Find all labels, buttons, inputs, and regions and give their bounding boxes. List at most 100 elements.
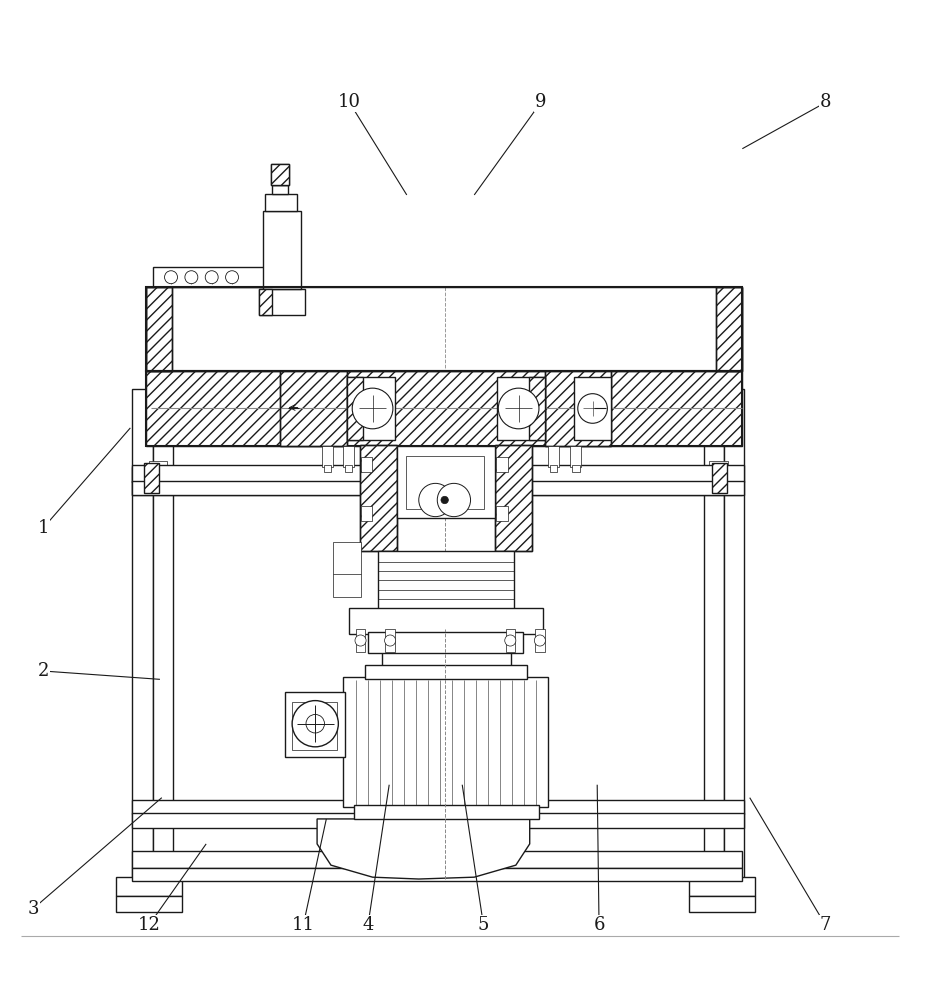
- Text: 5: 5: [478, 916, 489, 934]
- Bar: [115, 877, 182, 896]
- Bar: [689, 896, 755, 912]
- Circle shape: [535, 635, 545, 646]
- Text: 9: 9: [535, 93, 547, 111]
- Bar: [711, 463, 726, 493]
- Bar: [349, 608, 542, 634]
- Bar: [149, 461, 167, 494]
- Bar: [724, 389, 744, 879]
- Circle shape: [505, 635, 516, 646]
- Bar: [497, 457, 508, 472]
- Bar: [132, 481, 742, 495]
- Bar: [285, 692, 345, 757]
- Bar: [146, 287, 172, 371]
- Circle shape: [165, 271, 178, 284]
- Bar: [506, 629, 515, 652]
- Bar: [333, 542, 361, 597]
- Bar: [570, 446, 581, 467]
- Bar: [115, 896, 182, 912]
- Text: 11: 11: [292, 916, 314, 934]
- Bar: [265, 194, 297, 211]
- Bar: [529, 377, 545, 440]
- Bar: [396, 446, 495, 518]
- Bar: [356, 629, 365, 652]
- Bar: [272, 185, 288, 194]
- Bar: [709, 461, 727, 494]
- Bar: [146, 371, 742, 446]
- Bar: [132, 800, 744, 814]
- Bar: [132, 868, 742, 881]
- Bar: [379, 551, 514, 611]
- Bar: [368, 632, 524, 653]
- Bar: [132, 467, 742, 482]
- Bar: [343, 446, 354, 467]
- Bar: [536, 629, 544, 652]
- Bar: [146, 287, 172, 371]
- Bar: [147, 465, 169, 491]
- Bar: [716, 287, 742, 371]
- Bar: [361, 457, 372, 472]
- Circle shape: [498, 388, 539, 429]
- Circle shape: [437, 483, 471, 517]
- Bar: [153, 389, 173, 879]
- Bar: [574, 377, 611, 440]
- Bar: [280, 371, 347, 446]
- Text: 8: 8: [819, 93, 831, 111]
- Bar: [132, 481, 744, 495]
- Circle shape: [292, 701, 339, 747]
- Text: 2: 2: [38, 662, 49, 680]
- Bar: [361, 506, 372, 521]
- Bar: [382, 631, 512, 685]
- Bar: [550, 465, 557, 472]
- Text: 10: 10: [338, 93, 361, 111]
- Polygon shape: [317, 819, 530, 879]
- Circle shape: [578, 394, 607, 423]
- Bar: [259, 289, 272, 315]
- Text: 12: 12: [138, 916, 160, 934]
- Bar: [495, 445, 532, 551]
- Bar: [324, 465, 331, 472]
- Bar: [271, 164, 289, 185]
- Bar: [707, 465, 729, 491]
- Text: 6: 6: [593, 916, 604, 934]
- Bar: [365, 665, 527, 679]
- Circle shape: [418, 483, 452, 517]
- Bar: [716, 287, 742, 371]
- Circle shape: [441, 496, 448, 504]
- Bar: [322, 446, 333, 467]
- Bar: [386, 629, 394, 652]
- Bar: [703, 389, 724, 879]
- Bar: [354, 805, 539, 819]
- Circle shape: [226, 271, 238, 284]
- Bar: [146, 287, 742, 371]
- Bar: [345, 465, 352, 472]
- Bar: [132, 813, 744, 828]
- Text: 3: 3: [28, 900, 39, 918]
- Bar: [405, 456, 485, 509]
- Bar: [132, 389, 153, 879]
- Bar: [292, 702, 337, 750]
- Bar: [689, 877, 755, 896]
- Text: 1: 1: [38, 519, 49, 537]
- Bar: [347, 377, 394, 440]
- Bar: [153, 267, 300, 287]
- Bar: [497, 506, 508, 521]
- Bar: [271, 164, 289, 185]
- Bar: [262, 211, 301, 289]
- Bar: [280, 371, 347, 446]
- Bar: [146, 371, 742, 446]
- Bar: [572, 465, 579, 472]
- Circle shape: [306, 714, 325, 733]
- Bar: [144, 463, 159, 493]
- Bar: [498, 377, 545, 440]
- Bar: [548, 446, 559, 467]
- Circle shape: [185, 271, 198, 284]
- Bar: [360, 445, 396, 551]
- Text: 7: 7: [820, 916, 831, 934]
- Text: 4: 4: [363, 916, 374, 934]
- Bar: [146, 287, 742, 371]
- Bar: [343, 677, 548, 807]
- Bar: [544, 371, 611, 446]
- Bar: [132, 465, 744, 482]
- Bar: [495, 445, 532, 551]
- Circle shape: [355, 635, 366, 646]
